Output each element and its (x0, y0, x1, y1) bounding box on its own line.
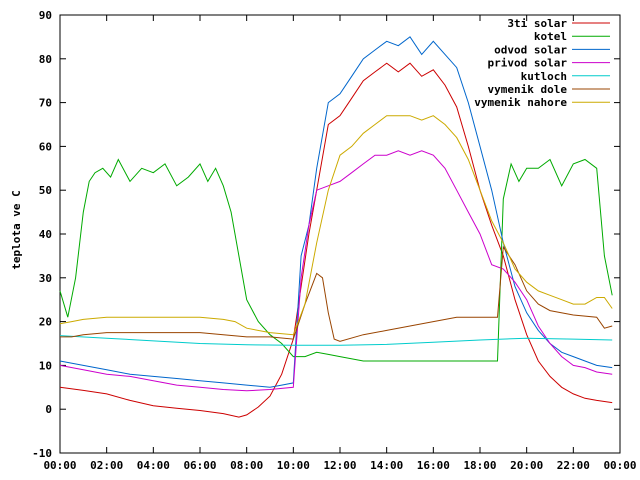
x-tick-label: 14:00 (370, 459, 403, 472)
y-axis: -10 0 10 20 30 40 50 60 70 80 90 (32, 9, 620, 460)
legend-label-kutloch: kutloch (521, 70, 567, 83)
series-line-vymenik-nahore (59, 115, 613, 336)
x-tick-label: 20:00 (510, 459, 543, 472)
x-tick-label: 06:00 (183, 459, 216, 472)
y-tick-label: 20 (39, 316, 52, 329)
legend-label-kotel: kotel (534, 30, 567, 43)
y-tick-label: 40 (39, 228, 52, 241)
y-axis-label: teplota ve C (10, 190, 23, 269)
x-axis: 00:00 02:00 04:00 06:00 08:00 10:00 12:00 14:00… (43, 15, 637, 472)
x-tick-label: 16:00 (417, 459, 450, 472)
x-tick-label: 00:00 (43, 459, 76, 472)
series-line-odvod-solar (59, 36, 613, 388)
x-tick-label: 22:00 (557, 459, 590, 472)
y-tick-label: 30 (39, 272, 52, 285)
series-group (59, 36, 613, 418)
legend-label-3ti-solar: 3ti solar (507, 17, 567, 30)
x-tick-label: 10:00 (277, 459, 310, 472)
legend-label-vymenik-dole: vymenik dole (488, 83, 568, 96)
y-tick-label: 10 (39, 359, 52, 372)
legend-label-vymenik-nahore: vymenik nahore (474, 96, 567, 109)
x-tick-label: 08:00 (230, 459, 263, 472)
y-tick-label: 0 (45, 403, 52, 416)
y-tick-label: 60 (39, 140, 52, 153)
y-tick-label: 70 (39, 97, 52, 110)
y-tick-label: -10 (32, 447, 52, 460)
series-line-kotel (59, 158, 613, 362)
legend-label-odvod-solar: odvod solar (494, 43, 567, 56)
series-line-3ti-solar (59, 62, 613, 418)
x-tick-label: 18:00 (463, 459, 496, 472)
series-line-kutloch (59, 335, 613, 346)
x-tick-label: 00:00 (603, 459, 636, 472)
y-tick-label: 50 (39, 184, 52, 197)
x-tick-label: 02:00 (90, 459, 123, 472)
x-tick-label: 04:00 (137, 459, 170, 472)
series-line-privod-solar (59, 150, 613, 392)
y-tick-label: 90 (39, 9, 52, 22)
y-tick-label: 80 (39, 53, 52, 66)
legend-label-privod-solar: privod solar (488, 57, 568, 70)
x-tick-label: 12:00 (323, 459, 356, 472)
series-line-vymenik-dole (60, 245, 613, 342)
